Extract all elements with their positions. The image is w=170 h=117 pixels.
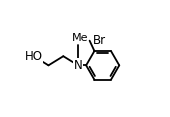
Text: Br: Br	[92, 34, 106, 47]
Text: HO: HO	[25, 50, 43, 63]
Text: N: N	[74, 59, 82, 72]
Text: Me: Me	[72, 33, 89, 42]
